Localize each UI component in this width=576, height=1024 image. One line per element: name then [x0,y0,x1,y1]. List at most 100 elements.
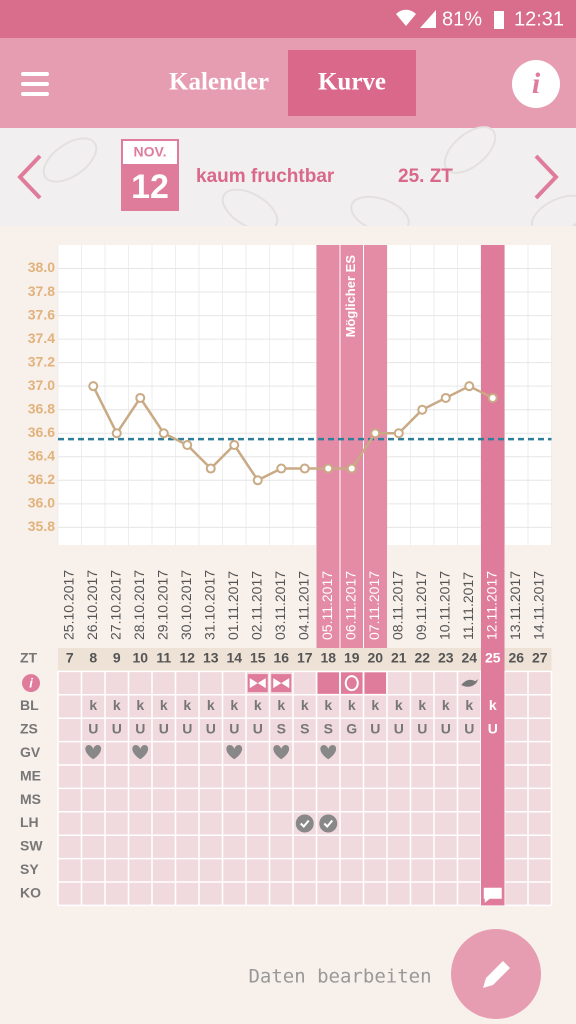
y-tick-label: 36.2 [28,471,55,487]
check-mark [300,819,310,828]
y-tick-label: 38.0 [28,259,55,275]
cycle-day-number: 15 [250,650,266,666]
temperature-point [158,428,169,439]
cycle-day-number: 27 [532,650,548,666]
y-tick-label: 36.8 [28,400,55,416]
y-tick-label: 35.8 [28,518,55,534]
tab-calendar[interactable]: Kalender [169,69,269,96]
x-tick-label: 30.10.2017 [178,570,194,640]
bow-icon [273,678,290,689]
plot-area [58,245,552,545]
x-tick-label: 04.11.2017 [295,571,311,640]
table-cell: U [135,721,145,737]
info-row-icon [22,674,40,693]
table-cell: k [277,697,285,713]
table-cell: U [464,721,474,737]
status-bar [0,0,576,38]
y-tick-label: 37.0 [28,377,55,393]
table-cell: k [442,697,450,713]
table-cell: G [346,721,357,737]
table-cell: U [206,721,216,737]
table-cell: k [418,697,426,713]
table-cell: k [324,697,332,713]
row-label: BL [20,697,39,713]
y-tick-label: 36.6 [28,424,55,440]
table-cell: U [182,721,192,737]
x-tick-label: 11.11.2017 [460,572,476,640]
egg-icon [344,675,359,692]
bow-icon [249,678,266,689]
clock: 12:31 [514,8,564,30]
y-tick-label: 37.2 [28,353,55,369]
menu-button[interactable] [21,72,49,96]
next-day[interactable] [534,154,559,200]
fertile-column [316,245,340,648]
info-icon: i [532,67,541,100]
x-tick-label: 09.11.2017 [413,571,429,640]
cycle-day-number: 16 [273,650,289,666]
table-cell: k [348,697,356,713]
table-cell: U [159,721,169,737]
cycle-day-number: 10 [132,650,148,666]
table-cell: k [160,697,168,713]
info-cell-highlight [341,672,363,694]
row-label: ZS [20,721,38,737]
temperature-point [440,392,451,403]
zt-row-bg [58,648,552,672]
x-tick-label: 02.11.2017 [248,571,264,640]
row-label: ZT [20,650,38,666]
prev-day[interactable] [17,154,42,200]
info-button[interactable] [512,60,560,108]
table-cell: U [417,721,427,737]
table-cell: S [300,721,309,737]
wifi-icon [396,9,416,26]
row-label: MS [20,791,41,807]
table-cell: k [371,697,379,713]
pencil-icon [483,961,510,988]
fertile-column [363,245,387,648]
x-tick-label: 26.10.2017 [84,570,100,640]
battery-icon [494,11,504,29]
x-tick-label: 07.11.2017 [366,571,382,640]
x-tick-label: 01.11.2017 [225,571,241,640]
temperature-point [205,463,216,474]
battery-level: 81% [442,8,482,30]
temperature-point [464,381,475,392]
cycle-day-number: 8 [89,650,97,666]
edit-label[interactable]: Daten bearbeiten [248,966,431,988]
table-cell: k [183,697,191,713]
x-tick-label: 10.11.2017 [436,571,452,640]
ovulation-annotation: Möglicher ES [343,255,358,338]
cycle-day-number: 14 [226,650,242,666]
cycle-day-number: 19 [344,650,360,666]
x-tick-label: 12.11.2017 [483,571,499,640]
table-cell: U [394,721,404,737]
cycle-day-number: 22 [414,650,430,666]
info-cell-highlight [364,672,386,694]
cycle-day-number: 17 [297,650,313,666]
row-label: SW [20,838,43,854]
check-mark [323,819,334,828]
tab-curve[interactable]: Kurve [318,69,386,96]
y-tick-label: 37.8 [28,283,55,299]
table-cell: U [370,721,380,737]
row-label: LH [20,814,39,830]
temperature-point [487,392,498,403]
temperature-point [323,463,334,474]
table-cell: k [136,697,144,713]
tab-selected-bg [288,50,416,116]
x-tick-label: 28.10.2017 [131,570,147,640]
table-cell: k [489,697,497,713]
cycle-day-number: 21 [391,650,407,666]
x-tick-label: 05.11.2017 [319,571,335,640]
signal-icon [420,10,436,28]
today-column [481,245,505,906]
table-cell: U [441,721,451,737]
check-icon [319,814,338,833]
cycle-day-number: 13 [203,650,219,666]
cycle-day-number: 12 [179,650,195,666]
calendar-day-bg [122,164,178,210]
cycle-day-number: 7 [66,650,74,666]
temperature-point [417,404,428,415]
temperature-point [182,440,193,450]
